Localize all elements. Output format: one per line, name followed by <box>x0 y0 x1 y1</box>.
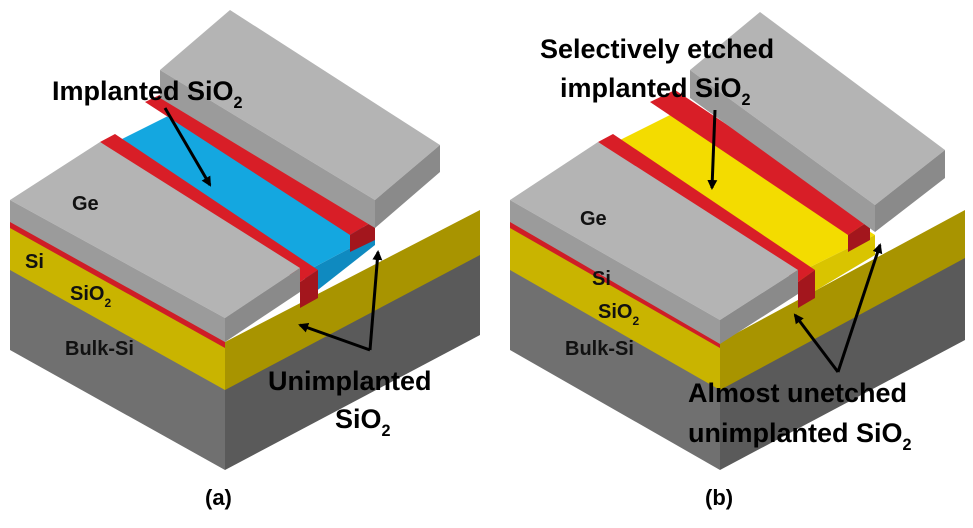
panel-b: Ge Si SiO2 Bulk-Si Selectively etched im… <box>510 12 965 510</box>
si-strip-left-b <box>598 134 815 308</box>
bulk-si-label-a: Bulk-Si <box>65 338 134 360</box>
ge-label-b: Ge <box>580 208 607 230</box>
ge-block-right-a <box>160 10 440 228</box>
si-strip-right-a <box>145 90 375 252</box>
ge-block-left-b <box>510 142 798 344</box>
si-strip-right-b <box>650 90 870 252</box>
bulk-si-block-a <box>10 240 480 470</box>
unimplanted-callout-line2-a: SiO2 <box>335 404 391 440</box>
unetched-callout-line1-b: Almost unetched <box>688 378 907 408</box>
arrow-implanted-a <box>163 107 212 187</box>
caption-a: (a) <box>205 485 232 510</box>
si-strip-left-a <box>100 134 318 308</box>
etched-sio2-channel-b <box>610 110 875 300</box>
sio2-label-a: SiO2 <box>70 283 111 310</box>
etched-callout-line1-b: Selectively etched <box>540 34 774 64</box>
arrow-unetched-2-b <box>836 243 883 373</box>
bulk-si-label-b: Bulk-Si <box>565 338 634 360</box>
si-label-b: Si <box>592 268 611 290</box>
caption-b: (b) <box>705 485 733 510</box>
panel-a: Ge Si SiO2 Bulk-Si Implanted SiO2 Unimpl… <box>10 10 480 510</box>
unimplanted-callout-line1-a: Unimplanted <box>268 366 432 396</box>
si-label-a: Si <box>25 251 44 273</box>
implanted-sio2-callout-a: Implanted SiO2 <box>52 76 243 112</box>
sio2-label-b: SiO2 <box>598 301 639 328</box>
arrow-unimplanted-2-a <box>368 250 383 351</box>
arrow-etched-b <box>707 109 718 190</box>
ge-block-right-b <box>690 12 945 232</box>
unetched-callout-line2-b: unimplanted SiO2 <box>688 418 912 454</box>
ge-label-a: Ge <box>72 193 99 215</box>
arrow-unimplanted-1-a <box>298 322 371 352</box>
ge-block-left-a <box>10 142 300 342</box>
arrow-unetched-1-b <box>793 313 840 373</box>
etched-callout-line2-b: implanted SiO2 <box>560 73 751 109</box>
implanted-sio2-channel-a <box>110 110 375 300</box>
